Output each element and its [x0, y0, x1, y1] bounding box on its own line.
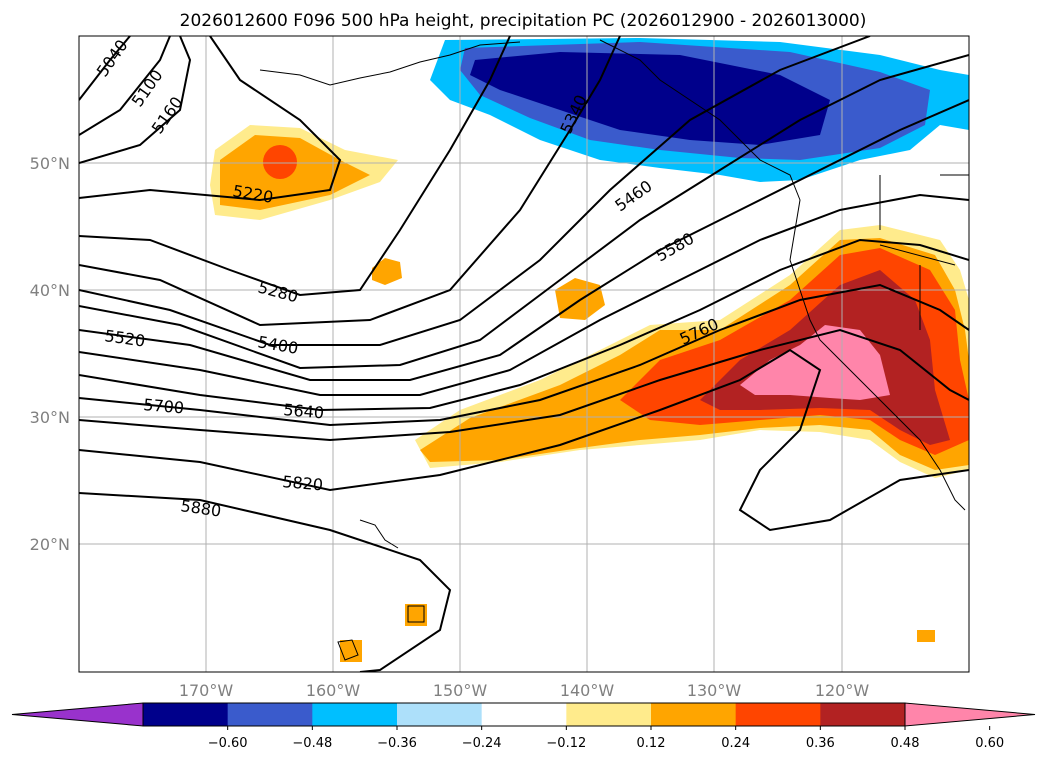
lon-label-140w: 140°W [560, 681, 615, 700]
precip-positive-region [210, 125, 969, 662]
lon-label-150w: 150°W [433, 681, 488, 700]
colorbar-tick-label: −0.60 [208, 736, 248, 751]
colorbar-tick-label: 0.24 [721, 736, 750, 751]
colorbar-tick-label: −0.12 [546, 736, 586, 751]
height-contours [79, 36, 969, 672]
colorbar-segment [651, 703, 737, 726]
graticule [79, 36, 969, 672]
colorbar-segment [566, 703, 652, 726]
colorbar-segment [227, 703, 313, 726]
lat-label-20n: 20°N [30, 535, 70, 554]
colorbar-segment [397, 703, 483, 726]
lon-label-160w: 160°W [306, 681, 361, 700]
colorbar-tick-label: 0.60 [975, 736, 1004, 751]
map-panel: 5040 5100 5160 5220 5280 5340 5400 5460 … [30, 35, 970, 700]
colorbar-tick-label: 0.36 [806, 736, 835, 751]
lon-label-130w: 130°W [687, 681, 742, 700]
colorbar-frame [142, 702, 906, 727]
lat-label-50n: 50°N [30, 154, 70, 173]
lon-label-170w: 170°W [179, 681, 234, 700]
lon-label-120w: 120°W [815, 681, 870, 700]
precip-negative-region [430, 38, 969, 182]
colorbar-tick-label: −0.24 [462, 736, 502, 751]
colorbar-extend-min [11, 702, 144, 727]
colorbar-extend-max [904, 702, 1036, 727]
colorbar-segment [312, 703, 398, 726]
lat-label-40n: 40°N [30, 281, 70, 300]
coastline [259, 39, 969, 661]
lat-labels: 50°N 40°N 30°N 20°N [30, 154, 70, 554]
colorbar-segment [820, 703, 906, 726]
colorbar: −0.60 −0.48 −0.36 −0.24 −0.12 0.12 0.24 0.36 0.4… [11, 702, 1036, 751]
lat-label-30n: 30°N [30, 408, 70, 427]
colorbar-tick-label: −0.48 [292, 736, 332, 751]
colorbar-segment [143, 703, 229, 726]
lon-labels: 170°W 160°W 150°W 140°W 130°W 120°W [179, 681, 870, 700]
colorbar-tick-label: 0.12 [637, 736, 666, 751]
figure-title: 2026012600 F096 500 hPa height, precipit… [180, 11, 867, 31]
colorbar-segment [735, 703, 821, 726]
map-frame [78, 35, 970, 673]
colorbar-tick-label: 0.48 [891, 736, 920, 751]
contour-label-5700: 5700 [143, 395, 185, 417]
contour-label-5820: 5820 [282, 472, 324, 494]
colorbar-tick-label: −0.36 [377, 736, 417, 751]
contour-label-5640: 5640 [283, 400, 325, 422]
colorbar-segment [481, 703, 567, 726]
